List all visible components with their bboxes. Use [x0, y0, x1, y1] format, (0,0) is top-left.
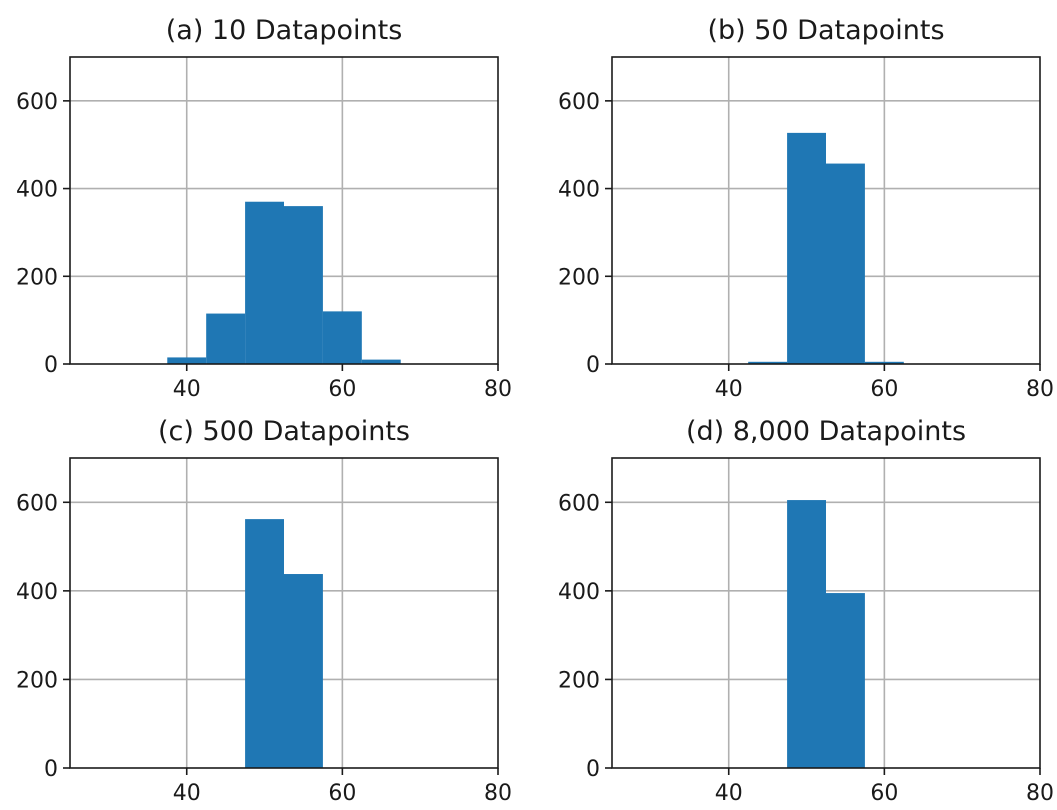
x-tick-label: 80 [484, 781, 512, 806]
x-tick-label: 80 [484, 377, 512, 402]
histogram-bar [245, 201, 284, 364]
chart-panel-0: 40 60 80 0 200 400 600 (a) 10 Datapoints [16, 15, 512, 402]
axes-frame [611, 457, 1041, 769]
axes-frame [69, 56, 499, 365]
chart-title: (b) 50 Datapoints [707, 15, 944, 46]
y-tick-label: 600 [16, 491, 58, 516]
y-tick-label: 0 [44, 353, 58, 378]
y-tick-label: 0 [44, 757, 58, 782]
histogram-bar [787, 500, 826, 768]
chart-title: (c) 500 Datapoints [158, 416, 410, 447]
histogram-bar [826, 163, 865, 364]
x-tick-label: 40 [173, 781, 201, 806]
x-tick-label: 60 [870, 781, 898, 806]
axes-frame [69, 457, 499, 769]
x-tick-label: 60 [328, 781, 356, 806]
chart-panel-3: 40 60 80 0 200 400 600 (d) 8,000 Datapoints [558, 416, 1054, 806]
y-tick-label: 400 [558, 178, 600, 203]
y-tick-label: 400 [558, 580, 600, 605]
histogram-bar [748, 361, 788, 364]
chart-title: (a) 10 Datapoints [166, 15, 403, 46]
histogram-bar [206, 313, 246, 364]
y-tick-label: 0 [586, 757, 600, 782]
y-tick-label: 200 [16, 668, 58, 693]
histogram-bar [245, 519, 284, 768]
x-tick-label: 80 [1026, 377, 1054, 402]
y-tick-label: 600 [558, 90, 600, 115]
y-tick-label: 200 [16, 265, 58, 290]
histogram-bar [284, 206, 323, 364]
x-tick-label: 80 [1026, 781, 1054, 806]
chart-title: (d) 8,000 Datapoints [686, 416, 966, 447]
x-tick-label: 40 [715, 781, 743, 806]
histogram-bar [167, 357, 207, 364]
x-tick-label: 40 [715, 377, 743, 402]
y-tick-label: 0 [586, 353, 600, 378]
x-tick-label: 40 [173, 377, 201, 402]
x-tick-label: 60 [870, 377, 898, 402]
chart-panel-1: 40 60 80 0 200 400 600 (b) 50 Datapoints [558, 15, 1054, 402]
y-tick-label: 200 [558, 668, 600, 693]
axes-frame [611, 56, 1041, 365]
histogram-bar [322, 311, 362, 364]
chart-panel-2: 40 60 80 0 200 400 600 (c) 500 Datapoints [16, 416, 512, 806]
x-tick-label: 60 [328, 377, 356, 402]
y-tick-label: 600 [558, 491, 600, 516]
histogram-bar [361, 359, 401, 364]
y-tick-label: 200 [558, 265, 600, 290]
histogram-bar [826, 593, 865, 768]
y-tick-label: 400 [16, 178, 58, 203]
histogram-bar [284, 574, 323, 768]
histogram-bar [787, 132, 826, 364]
y-tick-label: 400 [16, 580, 58, 605]
y-tick-label: 600 [16, 90, 58, 115]
histogram-bar [864, 361, 904, 364]
